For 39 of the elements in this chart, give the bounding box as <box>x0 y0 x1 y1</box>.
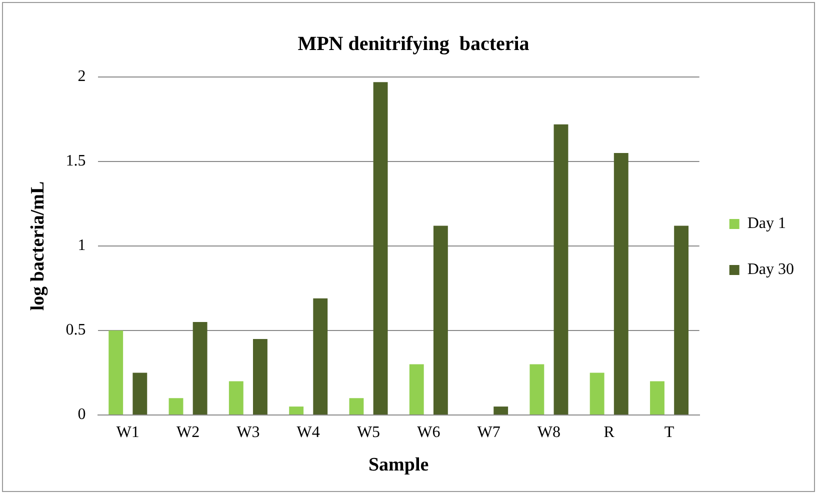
x-tick-label: T <box>664 424 674 441</box>
x-tick-label: W5 <box>356 424 380 441</box>
y-tick-label: 1.5 <box>66 152 86 170</box>
bar <box>108 330 124 414</box>
bar <box>313 298 328 414</box>
x-tick-label: W8 <box>537 424 561 441</box>
y-tick-label: 0.5 <box>66 322 86 339</box>
bar <box>530 364 544 414</box>
bar <box>253 338 268 414</box>
bar <box>373 82 388 414</box>
bar <box>289 406 304 414</box>
legend-label: Day 1 <box>747 215 786 232</box>
bar <box>349 398 364 414</box>
x-tick-label: W7 <box>477 424 500 441</box>
bar <box>168 398 184 414</box>
bar <box>409 364 424 414</box>
bar <box>674 226 689 414</box>
y-tick-label: 1 <box>78 237 86 254</box>
x-tick-label: W2 <box>176 424 200 441</box>
legend-label: Day 30 <box>747 261 794 278</box>
y-axis-title: log bacteria/mL <box>27 181 48 311</box>
bar <box>433 226 448 414</box>
bar <box>650 381 664 414</box>
x-tick-label: W6 <box>417 424 440 441</box>
x-axis-title: Sample <box>368 454 429 476</box>
y-tick-label: 2 <box>78 68 86 86</box>
bar <box>590 372 604 414</box>
bar <box>554 124 568 414</box>
y-tick-label: 0 <box>78 406 86 424</box>
bar <box>132 372 148 414</box>
bar <box>228 381 244 414</box>
bar <box>192 322 208 414</box>
x-tick-label: W3 <box>236 424 260 441</box>
x-tick-label: W1 <box>116 424 140 441</box>
x-tick-label: W4 <box>296 424 320 441</box>
chart-title: MPN denitrifying bacteria <box>298 33 530 56</box>
x-tick-label: R <box>604 424 615 441</box>
bar <box>494 406 508 414</box>
bar <box>614 153 628 414</box>
